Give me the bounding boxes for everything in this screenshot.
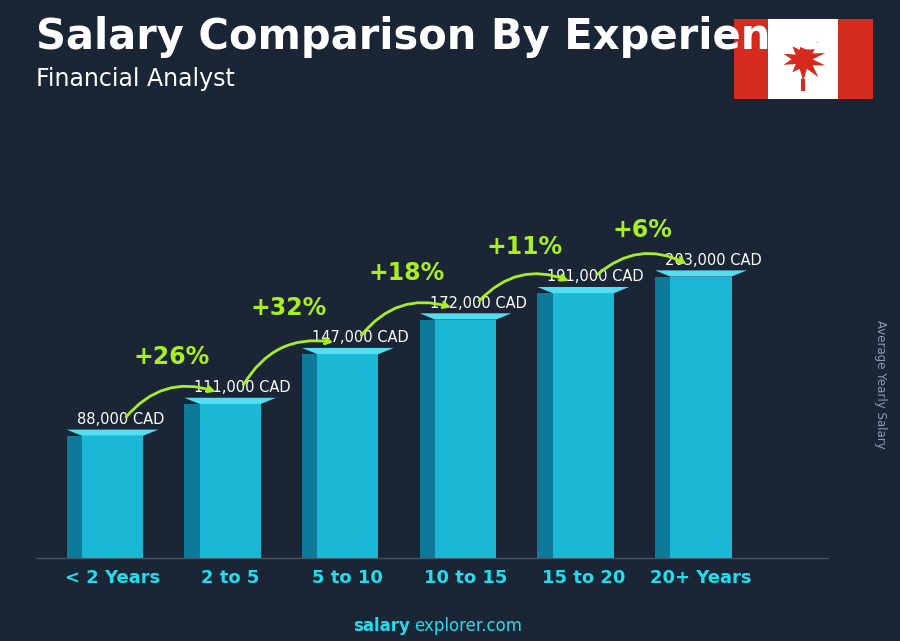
Polygon shape <box>783 37 825 81</box>
Polygon shape <box>184 398 276 404</box>
Text: 172,000 CAD: 172,000 CAD <box>429 296 526 310</box>
Polygon shape <box>302 348 394 354</box>
Bar <box>734 19 769 99</box>
Text: 111,000 CAD: 111,000 CAD <box>194 380 291 395</box>
Bar <box>769 19 838 99</box>
Text: Salary Comparison By Experience: Salary Comparison By Experience <box>36 16 824 58</box>
Polygon shape <box>419 313 511 319</box>
Bar <box>82 436 143 558</box>
Text: +6%: +6% <box>612 218 672 242</box>
Text: +18%: +18% <box>369 261 445 285</box>
Bar <box>553 293 614 558</box>
Text: Financial Analyst: Financial Analyst <box>36 67 235 91</box>
Bar <box>419 319 435 558</box>
Text: 203,000 CAD: 203,000 CAD <box>665 253 761 267</box>
Text: +11%: +11% <box>486 235 562 258</box>
Bar <box>302 354 318 558</box>
Text: +26%: +26% <box>133 345 210 369</box>
Text: +32%: +32% <box>251 296 327 319</box>
Text: salary: salary <box>353 617 410 635</box>
Text: explorer.com: explorer.com <box>414 617 522 635</box>
Bar <box>200 404 261 558</box>
Bar <box>184 404 200 558</box>
Bar <box>435 319 496 558</box>
Text: Average Yearly Salary: Average Yearly Salary <box>874 320 886 449</box>
Text: 88,000 CAD: 88,000 CAD <box>76 412 164 427</box>
Polygon shape <box>537 287 629 293</box>
Bar <box>655 277 670 558</box>
Text: 147,000 CAD: 147,000 CAD <box>312 330 409 345</box>
Bar <box>537 293 553 558</box>
Bar <box>838 19 873 99</box>
Bar <box>670 277 732 558</box>
Polygon shape <box>67 429 158 436</box>
Bar <box>318 354 379 558</box>
Polygon shape <box>655 271 747 277</box>
Text: 191,000 CAD: 191,000 CAD <box>547 269 644 284</box>
Bar <box>67 436 82 558</box>
